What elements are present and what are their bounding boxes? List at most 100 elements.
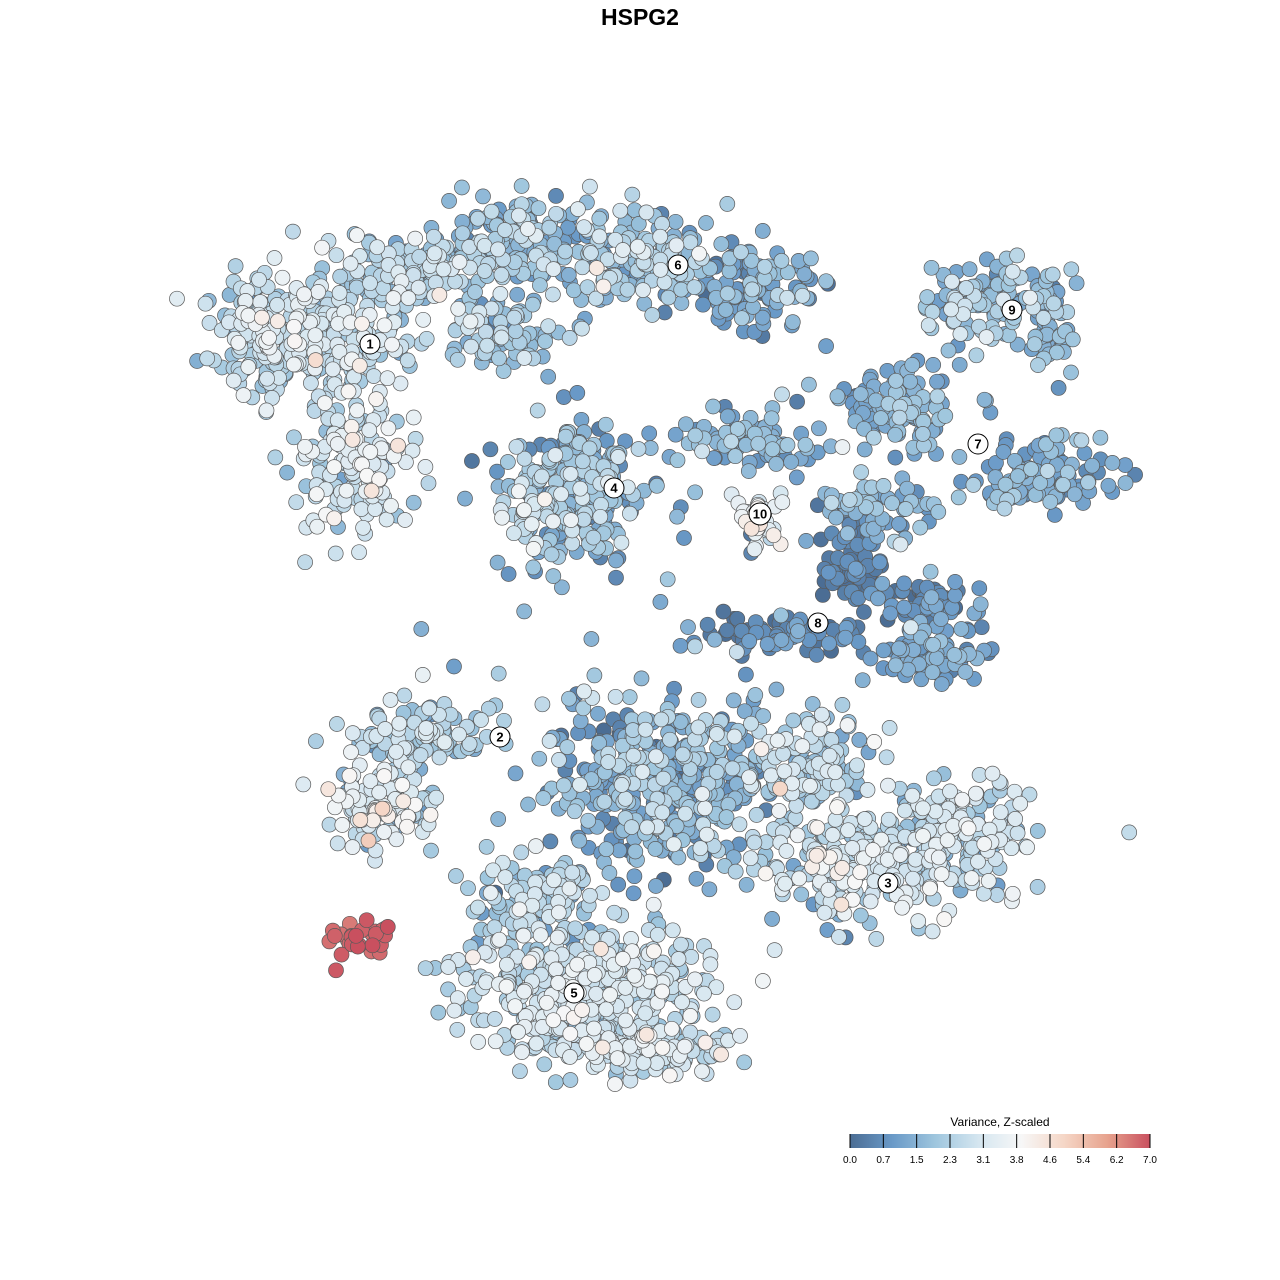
data-point — [630, 441, 647, 457]
cluster-label-text: 5 — [570, 986, 577, 1001]
data-point — [414, 667, 431, 683]
data-point — [446, 658, 462, 675]
data-point — [297, 438, 313, 455]
data-point — [910, 913, 927, 929]
data-point — [388, 831, 405, 848]
data-point — [285, 223, 301, 240]
data-point — [572, 776, 588, 793]
data-point — [820, 564, 837, 581]
data-point — [358, 912, 375, 929]
data-point — [407, 230, 424, 247]
data-point — [550, 904, 567, 921]
data-point — [562, 1072, 579, 1088]
cluster-label-text: 3 — [884, 876, 891, 891]
data-point — [925, 636, 941, 653]
data-point — [286, 318, 302, 335]
data-point — [413, 621, 430, 637]
data-point — [764, 911, 780, 927]
data-point — [371, 784, 388, 801]
cluster-label-text: 10 — [753, 507, 767, 522]
data-point — [821, 635, 837, 652]
data-point — [625, 885, 642, 902]
data-point — [996, 500, 1013, 517]
cluster-label-10: 10 — [748, 502, 772, 526]
data-point — [873, 831, 890, 848]
data-point — [528, 1035, 545, 1052]
data-point — [837, 629, 854, 646]
data-point — [727, 448, 744, 465]
data-point — [813, 706, 830, 723]
data-point — [859, 782, 876, 798]
data-point — [428, 789, 445, 806]
data-point — [365, 368, 382, 384]
data-point — [485, 862, 501, 879]
data-point — [545, 513, 561, 530]
data-point — [617, 979, 634, 996]
data-point — [1026, 336, 1043, 353]
data-point — [441, 193, 457, 209]
data-point — [653, 711, 670, 728]
cluster-label-badge — [563, 982, 585, 1004]
data-point — [528, 838, 544, 854]
data-point — [768, 456, 785, 472]
data-point — [914, 426, 931, 442]
data-point — [344, 839, 361, 855]
data-point — [545, 286, 561, 303]
data-point — [621, 689, 638, 705]
data-point — [412, 747, 429, 763]
data-point — [532, 277, 548, 294]
data-point — [417, 960, 434, 977]
data-point — [545, 872, 562, 889]
data-point — [746, 541, 763, 558]
data-point — [415, 311, 432, 328]
data-point — [400, 290, 417, 306]
data-point — [483, 203, 500, 220]
data-point — [925, 357, 942, 373]
data-point — [465, 949, 481, 966]
data-point — [697, 800, 713, 817]
data-point — [565, 282, 582, 299]
data-point — [516, 502, 532, 518]
data-point — [449, 1021, 466, 1038]
data-point — [602, 986, 618, 1003]
data-point — [736, 1054, 753, 1071]
data-point — [508, 438, 525, 455]
data-point — [891, 409, 908, 426]
data-point — [500, 454, 516, 470]
data-point — [376, 824, 392, 840]
data-point — [481, 700, 497, 717]
data-point — [694, 1063, 710, 1080]
data-point — [376, 768, 393, 784]
data-point — [464, 453, 480, 469]
data-point — [637, 721, 654, 738]
data-point — [625, 747, 642, 764]
data-point — [606, 904, 623, 921]
data-point — [374, 800, 391, 817]
legend-ticks: 0.0 0.7 1.5 2.3 3.1 3.8 4.6 5.4 6.2 7.0 — [843, 1134, 1157, 1166]
data-point — [654, 1039, 671, 1056]
data-point — [461, 736, 478, 752]
data-point — [639, 819, 656, 836]
data-point — [624, 186, 641, 203]
data-point — [418, 330, 435, 347]
data-point — [512, 1063, 528, 1080]
data-point — [873, 410, 889, 426]
data-point — [971, 580, 988, 597]
data-point — [698, 215, 714, 231]
data-point — [868, 931, 885, 947]
data-point — [1001, 327, 1017, 344]
data-point — [431, 749, 448, 766]
cluster-label-8: 8 — [807, 612, 829, 634]
data-point — [529, 402, 546, 419]
data-point — [379, 370, 396, 387]
data-point — [676, 530, 692, 546]
data-point — [446, 1002, 463, 1019]
data-point — [559, 739, 576, 755]
data-point — [808, 847, 825, 864]
data-point — [269, 313, 286, 330]
data-point — [569, 385, 586, 401]
data-point — [610, 876, 627, 893]
data-point — [607, 1076, 623, 1092]
data-point — [470, 1034, 487, 1050]
data-point — [354, 315, 370, 332]
